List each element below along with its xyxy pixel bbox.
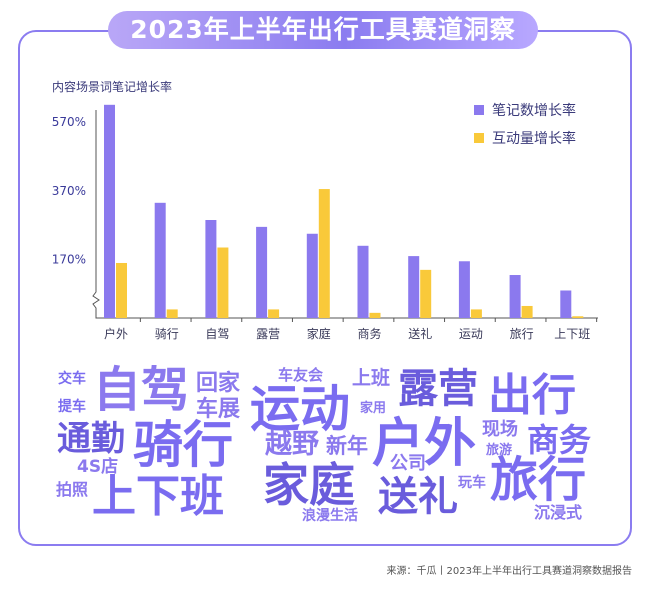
bar-interactions [166,309,178,318]
word-cloud-word: 运动 [250,380,350,438]
legend-swatch-interactions [474,133,484,143]
axis-line [92,110,598,319]
bar-interactions [420,269,432,318]
x-tick-label: 骑行 [155,327,179,341]
word-cloud-word: 提车 [58,399,86,415]
bar-notes [256,226,268,318]
bar-notes [154,202,166,318]
bar-interactions [369,312,381,318]
bar-notes [357,245,369,318]
x-tick-label: 户外 [104,326,128,341]
x-tick-label: 运动 [459,327,483,341]
bar-interactions [268,309,280,318]
legend-swatch-notes [474,105,484,115]
bar-notes [104,104,115,319]
word-cloud-word: 骑行 [133,416,233,474]
word-cloud-word: 通勤 [57,419,125,459]
word-cloud-word: 交车 [58,371,86,387]
y-axis-label: 内容场景词笔记增长率 [52,80,173,94]
bar-notes [458,261,470,318]
x-tick-label: 露营 [256,327,280,341]
word-cloud-word: 送礼 [378,474,458,520]
word-cloud-word: 家用 [360,401,387,416]
word-cloud-word: 浪漫生活 [302,508,358,524]
x-tick-label: 商务 [357,326,381,341]
page-title: 2023年上半年出行工具赛道洞察 [108,11,538,49]
bar-notes [205,220,217,318]
word-cloud-word: 现场 [482,419,518,440]
legend-label-interactions: 互动量增长率 [492,131,576,147]
x-tick-label: 家庭 [307,326,331,341]
word-cloud-word: 旅行 [490,452,587,508]
source-note: 来源：千瓜丨2023年上半年出行工具赛道洞察数据报告 [386,566,632,577]
bar-interactions [116,262,127,318]
bar-notes [408,256,420,318]
word-cloud-word: 上下班 [92,471,224,522]
word-cloud-word: 上班 [352,367,391,389]
word-cloud-word: 越野 [265,429,319,460]
word-cloud-word: 新年 [326,434,368,458]
bar-interactions [217,247,229,318]
legend-item-interactions: 互动量增长率 [474,126,576,150]
x-tick-label: 旅行 [510,327,534,341]
word-cloud-word: 回家 [196,371,241,396]
word-cloud-word: 4S店 [77,457,119,477]
x-tick-label: 上下班 [554,327,590,341]
x-tick-label: 送礼 [408,326,432,341]
word-cloud-word: 车友会 [278,366,324,384]
chart-legend: 笔记数增长率 互动量增长率 [474,98,576,154]
y-tick-label: 370% [52,184,86,198]
word-cloud-word: 玩车 [458,475,486,491]
word-cloud-word: 户外 [372,414,477,474]
bar-interactions [470,309,482,318]
bar-interactions [572,316,584,318]
legend-label-notes: 笔记数增长率 [492,103,576,119]
bar-interactions [521,305,533,318]
bar-notes [560,290,572,318]
bar-notes [509,275,521,318]
word-cloud-word: 公司 [390,453,426,474]
word-cloud-word: 车展 [196,397,241,422]
word-cloud-word: 露营 [398,366,478,412]
y-tick-label: 570% [52,115,86,129]
bar-notes [306,233,318,318]
word-cloud-word: 商务 [527,421,592,459]
word-cloud-word: 自驾 [93,362,190,418]
bar-interactions [318,189,330,318]
word-cloud-word: 出行 [488,370,576,421]
word-cloud-word: 拍照 [56,480,89,499]
legend-item-notes: 笔记数增长率 [474,98,576,122]
word-cloud-word: 家庭 [263,458,355,512]
word-cloud-word: 旅游 [486,443,513,458]
word-cloud-word: 沉浸式 [534,503,583,522]
y-tick-label: 170% [52,253,86,267]
x-tick-label: 自驾 [205,327,229,341]
